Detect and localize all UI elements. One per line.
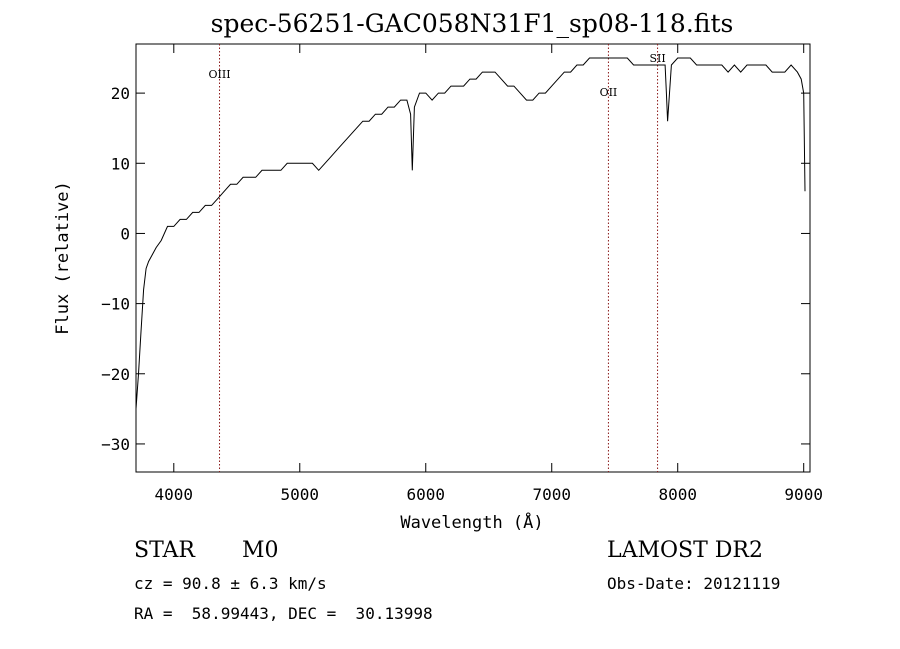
chart-title: spec-56251-GAC058N31F1_sp08-118.fits [211,9,734,38]
object-class: STAR [134,538,195,563]
x-tick-label: 7000 [532,485,571,504]
x-tick-label: 8000 [658,485,697,504]
y-tick-label: 10 [111,154,130,173]
x-axis-label: Wavelength (Å) [400,511,543,533]
line-marker-label: OIII [208,68,230,81]
y-tick-label: 20 [111,84,130,103]
line-annotations: OIII OII SII [208,44,666,472]
spectrum-line [135,57,806,409]
x-tick-label: 5000 [281,485,320,504]
observation-date: Obs-Date: 20121119 [607,574,781,593]
x-tick-label: 4000 [155,485,194,504]
survey-label: LAMOST DR2 [607,538,763,563]
y-tick-label: 0 [120,224,130,243]
y-tick-label: −20 [101,365,130,384]
y-tick-label: −30 [101,435,130,454]
plot-frame [135,43,811,473]
redshift-velocity: cz = 90.8 ± 6.3 km/s [134,574,327,593]
object-subclass: M0 [242,538,279,563]
x-tick-label: 9000 [784,485,823,504]
coordinates: RA = 58.99443, DEC = 30.13998 [134,604,433,623]
x-tick-label: 6000 [406,485,445,504]
line-marker-label: OII [600,86,618,99]
y-tick-label: −10 [101,295,130,314]
line-marker-label: SII [649,52,665,65]
axis-ticks: 4000 5000 6000 7000 8000 9000 −30 −20 −10 0 10 20 [101,44,823,504]
y-axis-label: Flux (relative) [53,181,73,335]
